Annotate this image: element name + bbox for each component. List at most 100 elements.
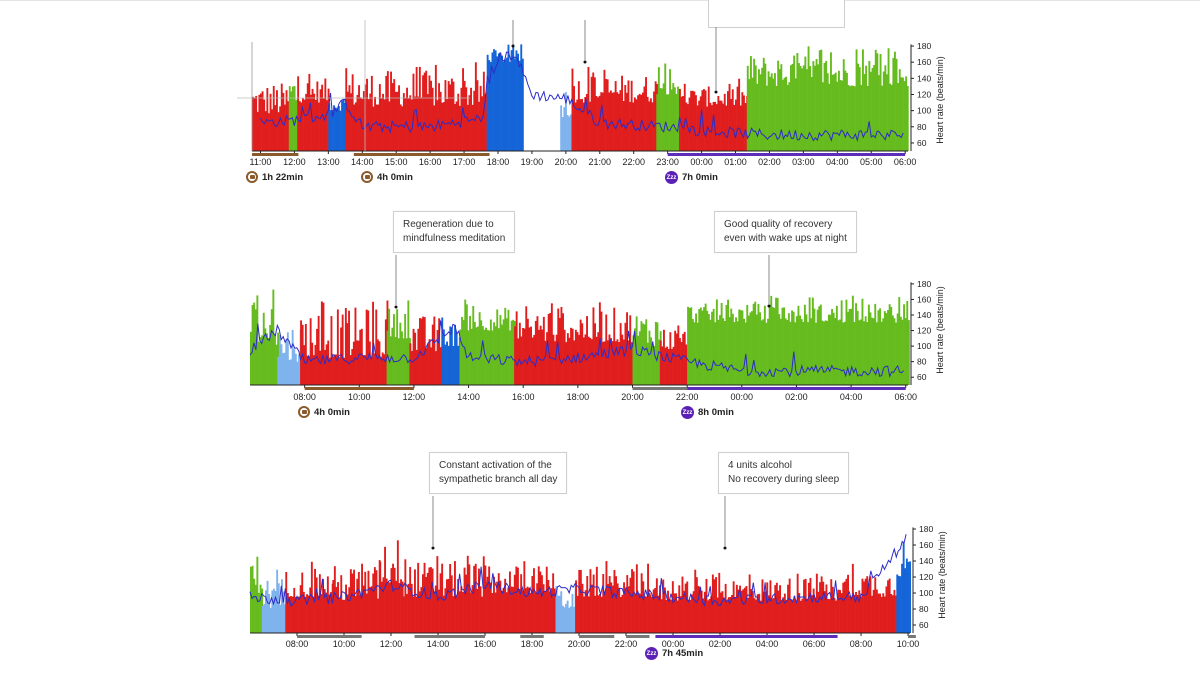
hr-bar-recovery	[801, 68, 804, 151]
hr-bar-recovery	[886, 74, 888, 151]
hr-bar-stress	[891, 595, 894, 633]
hr-bar-stress	[263, 99, 266, 151]
hr-bar-recovery	[259, 584, 262, 633]
y-tick-label: 60	[919, 620, 929, 630]
hr-bar-stress	[654, 81, 657, 151]
hr-bar-recovery	[805, 314, 808, 385]
hr-bar-stress	[414, 96, 416, 151]
hr-bar-light_activity	[294, 353, 297, 385]
hr-bar-recovery	[502, 319, 505, 385]
hr-bar-stress	[304, 324, 307, 385]
hr-bar-stress	[651, 596, 653, 633]
hr-bar-activity	[899, 576, 902, 633]
hr-bar-stress	[685, 344, 688, 385]
hr-bar-stress	[744, 103, 747, 151]
y-tick-label: 120	[919, 572, 933, 582]
y-axis-label: Heart rate (beats/min)	[935, 286, 945, 374]
hr-bar-stress	[748, 574, 751, 633]
hr-bar-recovery	[882, 318, 885, 385]
hr-bar-stress	[574, 329, 577, 385]
hr-bar-stress	[663, 329, 665, 385]
hr-bar-stress	[639, 593, 641, 633]
hr-bar-recovery	[793, 55, 796, 151]
hr-bar-stress	[645, 596, 648, 633]
hr-bar-recovery	[869, 312, 872, 385]
hr-bar-stress	[646, 96, 649, 151]
x-tick-label: 20:00	[621, 392, 644, 402]
hr-bar-stress	[375, 570, 378, 633]
sleep-icon: Zzz	[665, 171, 678, 184]
hr-bar-stress	[668, 599, 671, 633]
hr-bar-recovery	[253, 578, 256, 633]
hr-bar-stress	[774, 585, 777, 633]
hr-bar-recovery	[749, 312, 752, 385]
hr-bar-recovery	[867, 304, 870, 385]
hr-bar-recovery	[638, 331, 641, 385]
hr-bar-stress	[587, 67, 590, 151]
hr-bar-stress	[352, 341, 355, 385]
y-tick-label: 100	[919, 588, 933, 598]
hr-bar-light_activity	[265, 590, 267, 633]
hr-bar-recovery	[251, 565, 254, 633]
x-tick-label: 10:00	[897, 639, 920, 649]
hr-bar-recovery	[762, 57, 765, 151]
hr-bar-stress	[298, 596, 300, 633]
hr-bar-activity	[517, 53, 519, 152]
hr-bar-stress	[542, 584, 545, 633]
annotation-dot	[394, 305, 398, 309]
hr-bar-stress	[415, 67, 418, 151]
hr-bar-stress	[641, 92, 644, 151]
hr-bar-stress	[369, 587, 371, 633]
hr-bar-recovery	[735, 317, 737, 385]
hr-bar-stress	[341, 314, 344, 385]
hr-bar-recovery	[877, 310, 880, 385]
hr-bar-stress	[695, 95, 697, 151]
marker-sleep	[655, 635, 838, 638]
hr-bar-stress	[378, 341, 381, 385]
hr-bar-stress	[579, 570, 582, 633]
hr-bar-recovery	[397, 338, 400, 385]
marker-other	[626, 635, 650, 638]
hr-bar-stress	[546, 332, 548, 385]
hr-bar-recovery	[696, 322, 699, 385]
hr-bar-stress	[576, 332, 579, 385]
hr-bar-stress	[463, 567, 466, 633]
hr-bar-stress	[624, 589, 627, 633]
hr-bar-stress	[686, 581, 689, 633]
hr-bar-stress	[528, 587, 531, 633]
hr-bar-stress	[431, 324, 434, 385]
hr-bar-light_activity	[563, 107, 566, 151]
hr-bar-recovery	[717, 319, 720, 385]
hr-bar-recovery	[661, 88, 663, 151]
hr-bar-recovery	[293, 86, 296, 151]
hr-bar-stress	[704, 90, 707, 151]
hr-bar-recovery	[803, 304, 806, 385]
hr-bar-activity	[486, 54, 489, 151]
hr-bar-recovery	[783, 307, 785, 385]
hr-bar-stress	[634, 594, 637, 633]
hr-bar-recovery	[790, 65, 792, 151]
hr-bar-recovery	[799, 66, 802, 151]
hr-bar-stress	[458, 591, 461, 633]
hr-bar-stress	[476, 588, 479, 633]
hr-bar-stress	[388, 101, 391, 151]
hr-bar-stress	[613, 92, 615, 151]
x-tick-label: 20:00	[555, 157, 578, 167]
hr-bar-stress	[614, 341, 617, 385]
hr-bar-stress	[428, 339, 431, 385]
hr-bar-stress	[306, 594, 308, 633]
hr-bar-stress	[484, 93, 487, 151]
hr-bar-stress	[258, 94, 261, 151]
hr-bar-activity	[489, 62, 492, 151]
hr-bar-stress	[573, 340, 576, 385]
hr-bar-recovery	[895, 58, 898, 151]
hr-bar-light_activity	[290, 359, 292, 385]
hr-bar-stress	[260, 93, 262, 151]
hr-bar-activity	[441, 317, 444, 385]
hr-bar-recovery	[850, 308, 853, 385]
hr-bar-stress	[675, 333, 678, 385]
hr-bar-stress	[420, 587, 423, 633]
hr-bar-recovery	[852, 85, 855, 151]
hr-bar-recovery	[855, 49, 858, 151]
hr-bar-stress	[653, 91, 655, 151]
